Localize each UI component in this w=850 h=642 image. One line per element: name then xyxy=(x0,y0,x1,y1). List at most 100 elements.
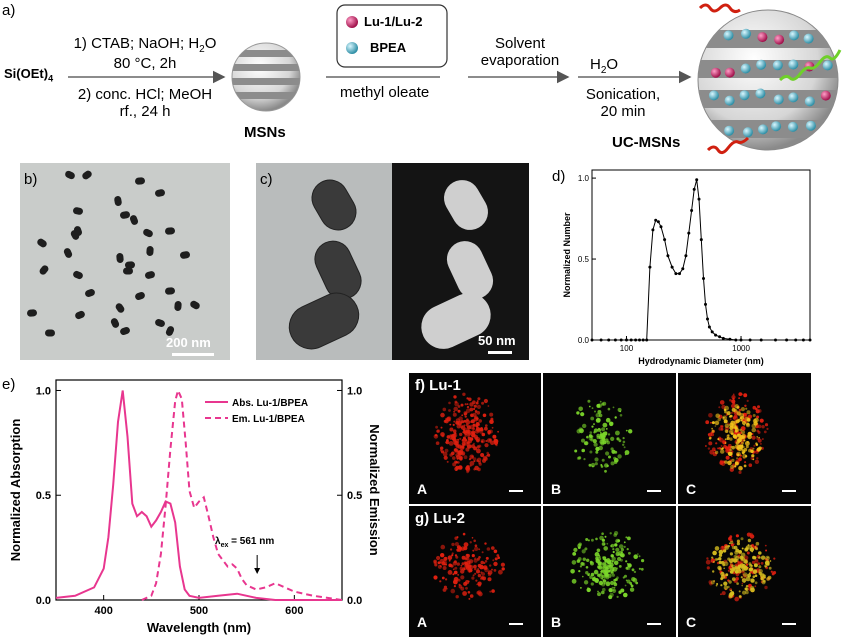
fluorescence-spot xyxy=(617,454,622,459)
fluorescence-spot xyxy=(480,575,484,579)
fluorescence-spot xyxy=(472,574,475,577)
fluorescence-spot xyxy=(487,405,490,407)
panel-b-tag: b) xyxy=(24,171,38,188)
fluorescence-spot xyxy=(617,539,621,543)
fluorescence-spot xyxy=(615,540,618,543)
fluorescence-spot xyxy=(740,407,745,412)
fluorescence-spot xyxy=(743,393,748,398)
g-c-cells xyxy=(705,532,777,602)
fluorescence-spot xyxy=(749,544,753,548)
bpea-particle xyxy=(739,90,750,101)
fluorescence-spot xyxy=(466,465,470,469)
fluorescence-spot xyxy=(732,393,735,396)
fluorescence-spot xyxy=(464,415,467,418)
fluorescence-spot xyxy=(727,434,730,437)
nanoparticle xyxy=(165,227,175,235)
fluorescence-spot xyxy=(595,450,599,454)
fluorescence-spot xyxy=(720,584,723,587)
d-point xyxy=(794,338,798,342)
f-b-scalebar xyxy=(647,490,661,492)
fluorescence-spot xyxy=(581,438,585,443)
fluorescence-spot xyxy=(755,547,758,551)
fluorescence-spot xyxy=(599,400,602,403)
fluorescence-spot xyxy=(714,420,720,426)
fluorescence-spot xyxy=(459,432,463,437)
fluorescence-spot xyxy=(740,566,743,569)
nanoparticle xyxy=(27,309,37,317)
fluorescence-spot xyxy=(602,422,608,428)
d-point xyxy=(619,338,623,342)
fluorescence-spot xyxy=(603,582,606,585)
bpea-particle xyxy=(755,88,766,99)
sonication-line1: Sonication, xyxy=(585,86,661,103)
fluorescence-spot xyxy=(605,417,611,423)
fluorescence-spot xyxy=(468,560,471,563)
fluorescence-spot xyxy=(453,576,459,582)
fluorescence-spot xyxy=(741,430,745,435)
sonication-text: Sonication, 20 min xyxy=(568,86,678,120)
fluorescence-spot xyxy=(474,572,477,575)
fluorescence-spot xyxy=(613,586,616,589)
fluorescence-spot xyxy=(471,431,475,435)
nanoparticle xyxy=(75,310,85,320)
fluorescence-spot xyxy=(461,445,465,449)
fluorescence-spot xyxy=(589,575,593,579)
fluorescence-spot xyxy=(614,416,617,419)
fluorescence-spot xyxy=(454,566,458,570)
fluorescence-spot xyxy=(458,450,463,456)
panel-a-graphics xyxy=(68,3,842,155)
e-xtick-label: 600 xyxy=(285,605,303,617)
fluorescence-spot xyxy=(735,567,739,571)
fluorescence-spot xyxy=(745,547,749,551)
fluorescence-spot xyxy=(496,554,500,557)
fluorescence-spot xyxy=(769,560,772,562)
fluorescence-spot xyxy=(640,567,644,571)
nanoparticle xyxy=(123,267,133,275)
d-point xyxy=(706,317,709,321)
bpea-particle xyxy=(756,59,767,70)
fluorescence-spot xyxy=(471,537,474,539)
fluorescence-spot xyxy=(738,457,742,462)
fluorescence-spot xyxy=(711,429,715,433)
fluorescence-spot xyxy=(497,556,500,559)
fluorescence-spot xyxy=(472,427,475,431)
fluorescence-spot xyxy=(733,398,735,400)
fluorescence-spot xyxy=(745,563,749,566)
step1-line1-text: 1) CTAB; NaOH; H xyxy=(73,35,200,52)
g-a-scalebar xyxy=(509,623,523,625)
fluorescence-spot xyxy=(610,436,615,441)
nanoparticle xyxy=(114,196,122,206)
bpea-particle xyxy=(740,63,751,74)
fluorescence-spot xyxy=(472,400,476,404)
fluorescence-spot xyxy=(486,451,489,455)
fluorescence-spot xyxy=(730,411,733,414)
f-b-image: B xyxy=(543,373,676,504)
fluorescence-spot xyxy=(741,420,747,425)
fluorescence-spot xyxy=(758,437,760,439)
fluorescence-spot xyxy=(747,544,750,547)
d-series-line xyxy=(592,179,810,341)
fluorescence-spot xyxy=(447,570,453,575)
fluorescence-spot xyxy=(597,592,601,597)
d-point xyxy=(759,338,763,342)
fluorescence-spot xyxy=(481,432,486,437)
d-point xyxy=(599,338,603,342)
d-point xyxy=(654,218,658,222)
fluorescence-spot xyxy=(501,567,505,571)
fluorescence-spot xyxy=(579,565,582,568)
fluorescence-spot xyxy=(616,595,619,598)
fluorescence-spot xyxy=(486,547,491,551)
fluorescence-spot xyxy=(610,543,615,548)
fluorescence-spot xyxy=(463,455,468,460)
fluorescence-spot xyxy=(465,586,468,590)
fluorescence-spot xyxy=(466,444,472,449)
fluorescence-spot xyxy=(456,457,459,460)
fluorescence-spot xyxy=(444,419,449,424)
fluorescence-spot xyxy=(745,576,751,582)
fluorescence-spot xyxy=(748,463,753,467)
fluorescence-spot xyxy=(608,455,611,459)
fluorescence-spot xyxy=(439,580,442,583)
fluorescence-spot xyxy=(593,569,599,575)
fluorescence-spot xyxy=(623,592,628,598)
fluorescence-spot xyxy=(461,439,466,443)
